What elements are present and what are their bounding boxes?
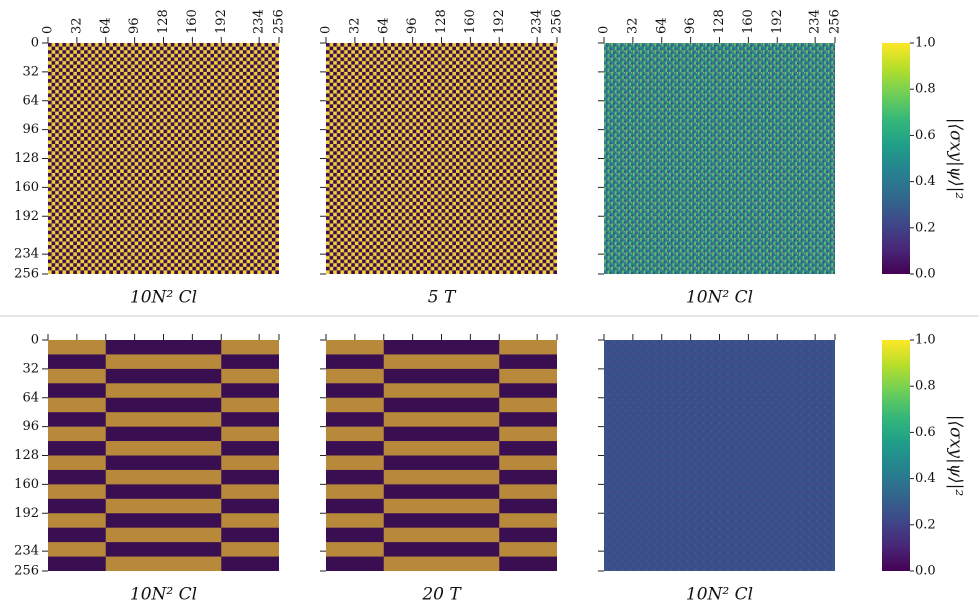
x-tick-label: 192 bbox=[214, 9, 229, 34]
x-tick-label: 64 bbox=[376, 17, 391, 34]
x-tick-label: 32 bbox=[347, 17, 362, 34]
heatmap bbox=[604, 43, 835, 274]
x-tick-label: 0 bbox=[597, 26, 612, 34]
y-tick-label: 0 bbox=[31, 36, 39, 51]
panel-caption: 20 T bbox=[421, 585, 462, 605]
x-tick-label: 192 bbox=[492, 9, 507, 34]
heatmap-image bbox=[604, 43, 835, 274]
y-tick-label: 256 bbox=[14, 564, 39, 579]
x-tick-label: 32 bbox=[69, 17, 84, 34]
x-tick-label: 234 bbox=[252, 9, 267, 34]
panel-caption: 10N² Cl bbox=[686, 585, 753, 605]
x-tick-label: 96 bbox=[127, 17, 142, 34]
x-tick-label: 128 bbox=[434, 9, 449, 34]
x-tick-label: 256 bbox=[828, 9, 843, 34]
y-tick-label: 128 bbox=[14, 151, 39, 166]
y-tick-label: 32 bbox=[22, 64, 39, 79]
heatmap bbox=[326, 340, 557, 571]
x-tick-label: 160 bbox=[463, 9, 478, 34]
y-tick-label: 234 bbox=[14, 247, 39, 262]
y-tick-label: 160 bbox=[14, 477, 39, 492]
colorbar-tick-label: 0.8 bbox=[915, 82, 936, 97]
colorbar-tick-label: 0.6 bbox=[915, 425, 936, 440]
heatmap-image bbox=[48, 340, 279, 571]
y-tick-label: 64 bbox=[22, 93, 39, 108]
x-tick-label: 160 bbox=[185, 9, 200, 34]
x-tick-label: 256 bbox=[550, 9, 565, 34]
colorbar-tick-label: 0.6 bbox=[915, 128, 936, 143]
y-tick-label: 64 bbox=[22, 390, 39, 405]
colorbar-label: |⟨σxy|ψ⟩|² bbox=[946, 118, 966, 200]
y-tick-label: 256 bbox=[14, 267, 39, 282]
colorbar-tick-label: 0.0 bbox=[915, 267, 936, 282]
y-tick-label: 192 bbox=[14, 506, 39, 521]
heatmap-image bbox=[326, 43, 557, 274]
colorbar-tick-label: 0.4 bbox=[915, 174, 936, 189]
y-tick-label: 0 bbox=[31, 333, 39, 348]
x-tick-label: 128 bbox=[156, 9, 171, 34]
x-tick-label: 0 bbox=[319, 26, 334, 34]
x-tick-label: 234 bbox=[530, 9, 545, 34]
heatmap-image bbox=[326, 340, 557, 571]
panel-caption: 10N² Cl bbox=[686, 288, 753, 308]
x-tick-label: 64 bbox=[98, 17, 113, 34]
x-tick-label: 128 bbox=[712, 9, 727, 34]
x-tick-label: 234 bbox=[808, 9, 823, 34]
x-tick-label: 96 bbox=[683, 17, 698, 34]
y-tick-label: 160 bbox=[14, 180, 39, 195]
x-tick-label: 160 bbox=[741, 9, 756, 34]
y-tick-label: 234 bbox=[14, 544, 39, 559]
x-tick-label: 64 bbox=[654, 17, 669, 34]
panel-caption: 5 T bbox=[428, 288, 457, 308]
heatmap bbox=[48, 340, 279, 571]
x-tick-label: 256 bbox=[272, 9, 287, 34]
colorbar-tick-label: 0.8 bbox=[915, 379, 936, 394]
heatmap bbox=[48, 43, 279, 274]
y-tick-label: 96 bbox=[22, 419, 39, 434]
y-tick-label: 32 bbox=[22, 361, 39, 376]
colorbar-label: |⟨σxy|ψ⟩|² bbox=[946, 415, 966, 497]
panel-caption: 10N² Cl bbox=[130, 585, 197, 605]
heatmap-image bbox=[48, 43, 279, 274]
x-tick-label: 192 bbox=[770, 9, 785, 34]
y-tick-label: 96 bbox=[22, 122, 39, 137]
colorbar-tick-label: 0.2 bbox=[915, 517, 936, 532]
x-tick-label: 0 bbox=[41, 26, 56, 34]
heatmap-image bbox=[604, 340, 835, 571]
x-tick-label: 96 bbox=[405, 17, 420, 34]
y-tick-label: 192 bbox=[14, 209, 39, 224]
colorbar-tick-label: 1.0 bbox=[915, 36, 936, 51]
x-tick-label: 32 bbox=[625, 17, 640, 34]
heatmap bbox=[326, 43, 557, 274]
heatmap bbox=[604, 340, 835, 571]
colorbar bbox=[882, 43, 910, 274]
panel-caption: 10N² Cl bbox=[130, 288, 197, 308]
colorbar-tick-label: 0.0 bbox=[915, 564, 936, 579]
colorbar-tick-label: 0.2 bbox=[915, 220, 936, 235]
y-tick-label: 128 bbox=[14, 448, 39, 463]
colorbar bbox=[882, 340, 910, 571]
colorbar-tick-label: 1.0 bbox=[915, 333, 936, 348]
colorbar-tick-label: 0.4 bbox=[915, 471, 936, 486]
